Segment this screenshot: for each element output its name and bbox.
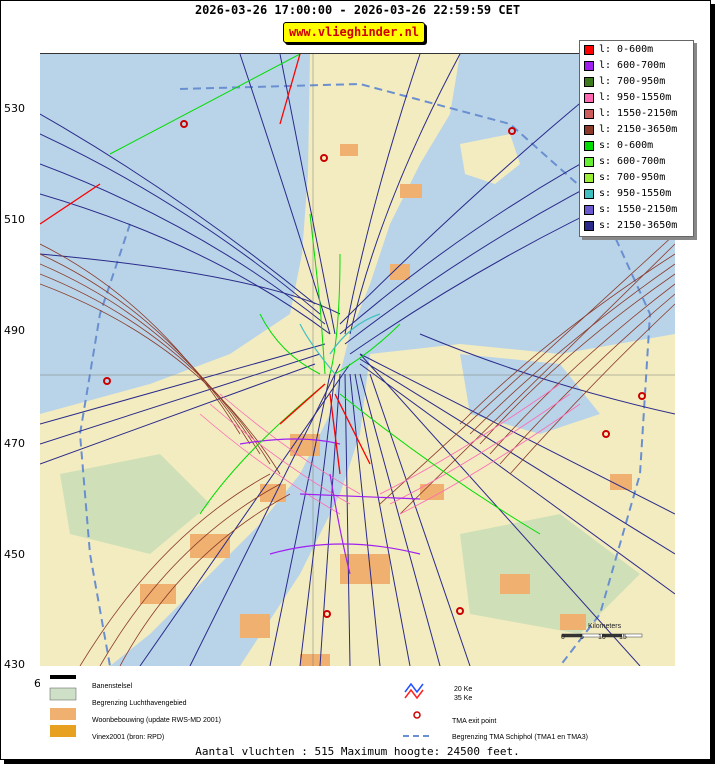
y-tick-470: 470 — [4, 437, 25, 450]
tracks-red — [40, 54, 371, 475]
legend-item: s: 2150-3650m — [584, 218, 677, 233]
ke35-label: 35 Ke — [454, 695, 473, 702]
water-ijsselmeer — [390, 214, 640, 344]
ke20-symbol — [404, 682, 424, 694]
legend-swatch — [584, 172, 594, 183]
km-tick-15: 15 — [619, 634, 627, 641]
legend-swatch — [584, 220, 594, 231]
legend-swatch — [584, 76, 594, 87]
tma-exit-label: TMA exit point — [452, 718, 497, 725]
y-tick-450: 450 — [4, 548, 25, 561]
ke35-symbol — [404, 688, 424, 700]
period-title: 2026-03-26 17:00:00 - 2026-03-26 22:59:5… — [194, 3, 521, 17]
tma-boundary — [78, 82, 652, 666]
y-tick-530: 530 — [4, 102, 25, 115]
km-scale-label: Kilometers — [588, 623, 622, 630]
tracks-pink — [199, 383, 581, 515]
legend-item: s: 1550-2150m — [584, 202, 677, 217]
airport-area-symbol — [49, 687, 77, 701]
map-legend: Banenstelsel Begrenzing Luchthavengebied… — [40, 666, 675, 743]
map-drawing — [40, 54, 675, 666]
legend-swatch — [584, 156, 594, 167]
altitude-legend: l: 0-600m l: 600-700m l: 700-950m l: 950… — [579, 40, 694, 237]
legend-item: s: 0-600m — [584, 138, 653, 153]
runway-symbol — [50, 675, 76, 679]
legend-item: l: 700-950m — [584, 74, 665, 89]
y-tick-430: 430 — [4, 658, 25, 671]
banenstelsel-label: Banenstelsel — [92, 683, 133, 690]
luchthaven-label: Begrenzing Luchthavengebied — [92, 700, 187, 707]
tma-exit-symbol — [413, 711, 421, 719]
map-legend-symbols — [49, 675, 430, 737]
green-area-1 — [60, 454, 210, 554]
y-tick-490: 490 — [4, 324, 25, 337]
flight-track-map — [40, 53, 675, 666]
legend-item: s: 700-950m — [584, 170, 665, 185]
green-area-2 — [460, 514, 640, 634]
vinex-label: Vinex2001 (bron: RPD) — [92, 734, 165, 741]
legend-swatch — [584, 204, 594, 215]
tma-exit-points — [103, 120, 646, 618]
tma-border-label: Begrenzing TMA Schiphol (TMA1 en TMA3) — [452, 734, 588, 741]
legend-swatch — [584, 140, 594, 151]
legend-swatch — [584, 92, 594, 103]
km-tick-10: 10 — [598, 634, 606, 641]
land-islands — [460, 134, 520, 184]
km-tick-5: 5 — [580, 634, 584, 641]
km-scale — [561, 633, 643, 638]
woonbebouwing-label: Woonbebouwing (update RWS-MD 2001) — [92, 717, 221, 724]
tracks-cyan — [299, 313, 381, 375]
tracks-green — [109, 54, 541, 535]
grid — [40, 54, 675, 666]
tracks-navy — [40, 54, 675, 666]
legend-swatch — [584, 124, 594, 135]
legend-swatch — [584, 108, 594, 119]
legend-swatch — [584, 44, 594, 55]
legend-item: s: 600-700m — [584, 154, 665, 169]
km-tick-0: 0 — [561, 634, 565, 641]
flight-summary: Aantal vluchten : 515 Maximum hoogte: 24… — [195, 745, 520, 758]
y-tick-510: 510 — [4, 213, 25, 226]
legend-item: s: 950-1550m — [584, 186, 671, 201]
legend-swatch — [584, 188, 594, 199]
ke20-label: 20 Ke — [454, 686, 473, 693]
site-link[interactable]: www.vlieghinder.nl — [283, 22, 425, 43]
urban-symbol — [50, 708, 76, 720]
legend-swatch — [584, 60, 594, 71]
legend-item: l: 2150-3650m — [584, 122, 677, 137]
legend-item: l: 0-600m — [584, 42, 653, 57]
legend-item: l: 950-1550m — [584, 90, 671, 105]
legend-item: l: 600-700m — [584, 58, 665, 73]
vinex-symbol — [50, 725, 76, 737]
tracks-purple — [239, 438, 421, 575]
legend-item: l: 1550-2150m — [584, 106, 677, 121]
